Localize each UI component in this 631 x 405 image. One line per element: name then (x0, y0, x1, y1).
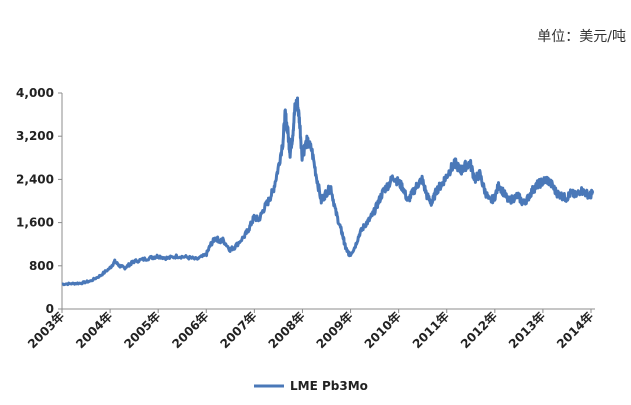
y-tick-label: 1,600 (16, 216, 54, 230)
x-tick-label: 2008年 (265, 309, 308, 352)
y-tick-label: 4,000 (16, 86, 54, 100)
series-group (61, 96, 595, 287)
series-line (61, 96, 595, 287)
y-tick-label: 800 (29, 259, 54, 273)
y-tick-label: 2,400 (16, 172, 54, 186)
x-tick-label: 2011年 (409, 309, 452, 352)
x-tick-label: 2007年 (217, 309, 260, 352)
x-tick-label: 2014年 (553, 309, 596, 352)
x-tick-label: 2009年 (313, 309, 356, 352)
legend: LME Pb3Mo (254, 379, 368, 393)
y-axis: 0 800 1,600 2,400 3,200 4,000 (16, 86, 63, 316)
y-tick-label: 0 (46, 302, 54, 316)
x-tick-label: 2013年 (505, 309, 548, 352)
x-axis: 2003年 2004年 2005年 2006年 2007年 2008年 2009年 2010年… (24, 308, 596, 352)
x-tick-label: 2005年 (121, 309, 164, 352)
legend-label: LME Pb3Mo (290, 379, 368, 393)
y-tick-label: 3,200 (16, 129, 54, 143)
x-tick-label: 2004年 (72, 309, 115, 352)
unit-label: 单位：美元/吨 (537, 29, 626, 45)
x-tick-label: 2006年 (169, 309, 212, 352)
x-tick-label: 2010年 (361, 309, 404, 352)
x-tick-label: 2012年 (457, 309, 500, 352)
